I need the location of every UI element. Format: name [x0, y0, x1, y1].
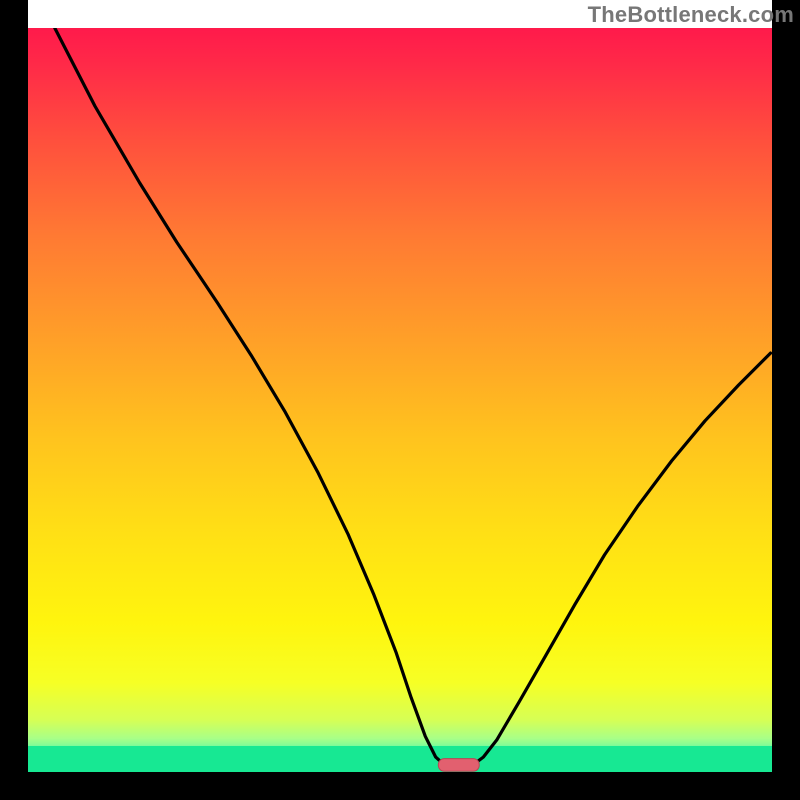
border-bottom — [0, 772, 800, 800]
border-right — [772, 0, 800, 800]
chart-stage: TheBottleneck.com — [0, 0, 800, 800]
green-band — [28, 746, 772, 772]
border-left — [0, 0, 28, 800]
min-marker — [438, 759, 479, 772]
watermark-text: TheBottleneck.com — [588, 2, 794, 28]
chart-svg — [0, 0, 800, 800]
